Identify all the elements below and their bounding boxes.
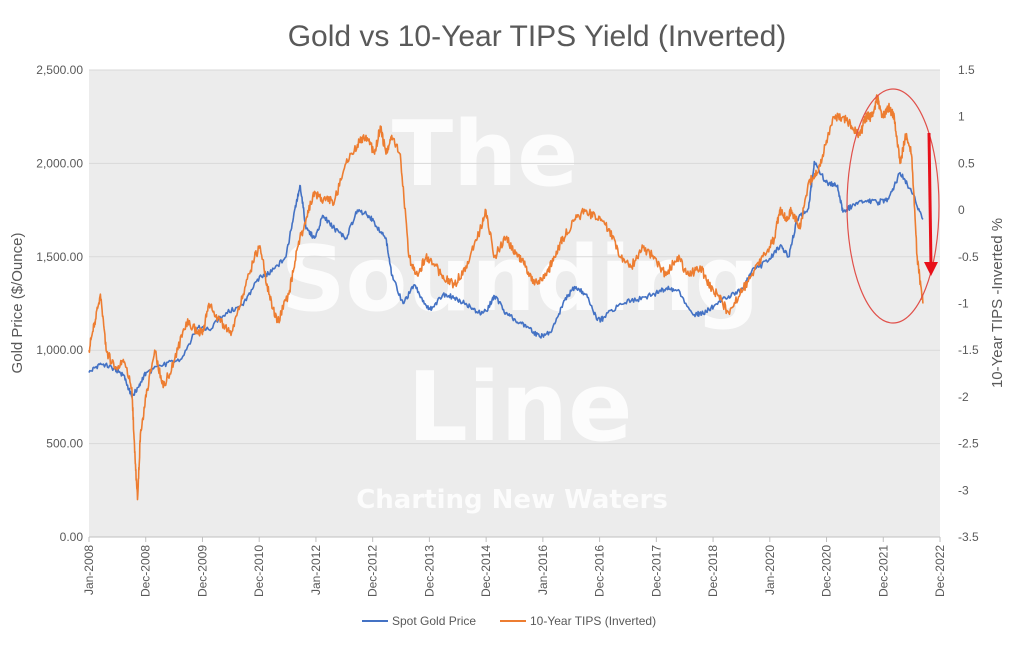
annotation-arrow-head: [924, 262, 938, 276]
x-tick-label: Dec-2018: [706, 545, 720, 597]
watermark: The Sounding Line Charting New Waters: [281, 102, 760, 515]
y2-tick-label: -3: [958, 483, 969, 497]
legend-gold-label: Spot Gold Price: [392, 614, 476, 628]
y-axis-label: Gold Price ($/Ounce): [9, 233, 26, 374]
y-tick-label: 1,500.00: [36, 250, 83, 264]
y2-tick-label: -1.5: [958, 343, 979, 357]
x-tick-label: Dec-2013: [422, 545, 436, 597]
watermark-tagline: Charting New Waters: [356, 485, 668, 515]
series-line-gold: [88, 160, 924, 398]
y2-axis-label: 10-Year TIPS -Inverted %: [989, 218, 1006, 388]
y2-tick-label: -3.5: [958, 530, 979, 544]
y-tick-label: 2,500.00: [36, 63, 83, 77]
x-tick-label: Dec-2014: [479, 545, 493, 597]
y2-axis-ticks: -3.5 -3 -2.5 -2 -1.5 -1 -0.5 0 0.5 1 1.5: [958, 63, 979, 544]
annotation-arrow-shaft: [927, 132, 933, 267]
x-tick-label: Dec-2021: [876, 545, 890, 597]
x-tick-label: Jan-2016: [536, 545, 550, 595]
x-tick-label: Jan-2008: [82, 545, 96, 595]
watermark-line3: Line: [407, 353, 632, 463]
x-tick-label: Dec-2017: [649, 545, 663, 597]
y2-tick-label: 0: [958, 203, 965, 217]
x-tick-label: Dec-2022: [933, 545, 947, 597]
plot-area: [89, 70, 940, 537]
watermark-line2: Sounding: [281, 227, 760, 332]
y2-tick-label: 1: [958, 110, 965, 124]
x-tick-label: Dec-2020: [820, 545, 834, 597]
y2-tick-label: 1.5: [958, 63, 975, 77]
legend: Spot Gold Price 10-Year TIPS (Inverted): [362, 614, 656, 628]
x-tick-label: Dec-2008: [139, 545, 153, 597]
y-tick-label: 2,000.00: [36, 156, 83, 170]
legend-tips-label: 10-Year TIPS (Inverted): [530, 614, 656, 628]
x-tick-label: Jan-2020: [763, 545, 777, 595]
x-tick-label: Jan-2012: [309, 545, 323, 595]
y-tick-label: 1,000.00: [36, 343, 83, 357]
annotation-ellipse: [846, 88, 940, 324]
y-axis-ticks: 0.00 500.00 1,000.00 1,500.00 2,000.00 2,500.…: [36, 63, 83, 544]
chart-title: Gold vs 10-Year TIPS Yield (Inverted): [288, 20, 787, 53]
watermark-line1: The: [392, 102, 579, 207]
y2-tick-label: -0.5: [958, 250, 979, 264]
x-axis-ticks: Jan-2008 Dec-2008 Dec-2009 Dec-2010 Jan-2012…: [82, 536, 947, 597]
y2-tick-label: -2: [958, 390, 969, 404]
y-tick-label: 0.00: [60, 530, 84, 544]
y-tick-label: 500.00: [46, 437, 83, 451]
y2-tick-label: 0.5: [958, 156, 975, 170]
series-group: [88, 94, 924, 501]
series-line-tips: [88, 94, 924, 501]
y2-tick-label: -2.5: [958, 437, 979, 451]
x-tick-label: Dec-2009: [195, 545, 209, 597]
x-tick-label: Dec-2016: [593, 545, 607, 597]
x-tick-label: Dec-2012: [366, 545, 380, 597]
y2-tick-label: -1: [958, 297, 969, 311]
x-tick-label: Dec-2010: [252, 545, 266, 597]
annotation: [846, 88, 940, 324]
